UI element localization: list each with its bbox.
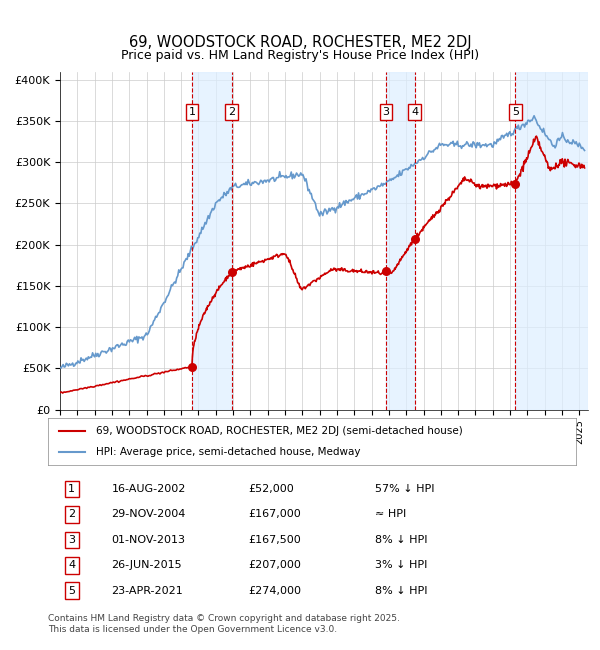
Text: Contains HM Land Registry data © Crown copyright and database right 2025.
This d: Contains HM Land Registry data © Crown c…	[48, 614, 400, 634]
Text: 3: 3	[68, 535, 75, 545]
Point	[381, 266, 391, 277]
Text: 2: 2	[68, 510, 76, 519]
Point	[227, 266, 236, 277]
Text: 3: 3	[382, 107, 389, 117]
Text: £167,000: £167,000	[248, 510, 301, 519]
Text: 5: 5	[512, 107, 519, 117]
Text: 8% ↓ HPI: 8% ↓ HPI	[376, 535, 428, 545]
Text: 5: 5	[68, 586, 75, 595]
Text: 16-AUG-2002: 16-AUG-2002	[112, 484, 186, 494]
Bar	[386, 72, 415, 410]
Bar	[192, 72, 232, 410]
Text: 69, WOODSTOCK ROAD, ROCHESTER, ME2 2DJ: 69, WOODSTOCK ROAD, ROCHESTER, ME2 2DJ	[128, 34, 472, 50]
Text: 2: 2	[228, 107, 235, 117]
Text: HPI: Average price, semi-detached house, Medway: HPI: Average price, semi-detached house,…	[95, 447, 360, 457]
Bar	[515, 72, 588, 410]
Text: 26-JUN-2015: 26-JUN-2015	[112, 560, 182, 570]
Text: 23-APR-2021: 23-APR-2021	[112, 586, 183, 595]
Point	[511, 178, 520, 188]
Text: 69, WOODSTOCK ROAD, ROCHESTER, ME2 2DJ (semi-detached house): 69, WOODSTOCK ROAD, ROCHESTER, ME2 2DJ (…	[95, 426, 462, 436]
Text: 3% ↓ HPI: 3% ↓ HPI	[376, 560, 428, 570]
Text: 29-NOV-2004: 29-NOV-2004	[112, 510, 186, 519]
Text: 8% ↓ HPI: 8% ↓ HPI	[376, 586, 428, 595]
Text: 1: 1	[188, 107, 196, 117]
Text: 1: 1	[68, 484, 75, 494]
Text: £207,000: £207,000	[248, 560, 302, 570]
Text: 57% ↓ HPI: 57% ↓ HPI	[376, 484, 435, 494]
Text: ≈ HPI: ≈ HPI	[376, 510, 407, 519]
Text: 4: 4	[411, 107, 418, 117]
Point	[187, 361, 197, 372]
Text: £52,000: £52,000	[248, 484, 295, 494]
Text: £167,500: £167,500	[248, 535, 301, 545]
Point	[410, 233, 419, 244]
Text: 01-NOV-2013: 01-NOV-2013	[112, 535, 185, 545]
Text: Price paid vs. HM Land Registry's House Price Index (HPI): Price paid vs. HM Land Registry's House …	[121, 49, 479, 62]
Text: 4: 4	[68, 560, 76, 570]
Text: £274,000: £274,000	[248, 586, 302, 595]
